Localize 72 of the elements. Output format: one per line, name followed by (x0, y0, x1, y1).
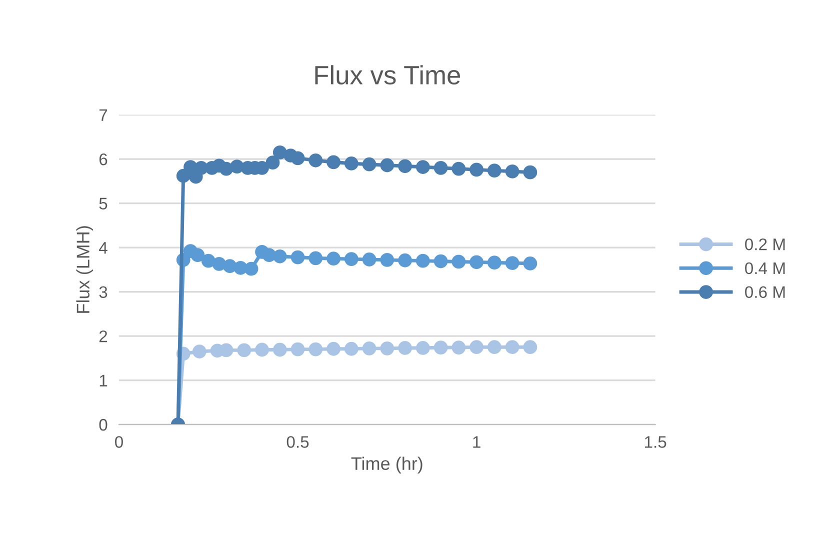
point (452, 254, 466, 269)
point (230, 160, 244, 174)
point (308, 153, 323, 168)
y-tick-label: 5 (99, 198, 108, 210)
point (362, 341, 376, 356)
point (505, 340, 520, 354)
point (523, 256, 538, 270)
point (523, 340, 538, 354)
point (237, 343, 252, 358)
point (487, 256, 502, 270)
point (272, 342, 287, 357)
point (523, 165, 538, 180)
point (326, 155, 340, 170)
point (255, 342, 269, 357)
y-tick-label: 7 (99, 109, 108, 121)
point (380, 158, 394, 172)
y-axis-title: Flux (LMH) (76, 226, 94, 313)
chart-title: Flux vs Time (315, 65, 460, 85)
point (290, 342, 305, 356)
point (212, 256, 226, 271)
x-tick-label: 0 (115, 436, 123, 448)
point (244, 262, 258, 276)
point (290, 250, 305, 264)
point (398, 341, 412, 355)
point (434, 160, 448, 175)
x-tick-label: 0.5 (286, 436, 309, 448)
point (272, 145, 287, 160)
point (326, 342, 340, 356)
point (190, 248, 205, 262)
point (452, 162, 466, 176)
point (487, 340, 502, 354)
x-tick-label: 1 (473, 436, 480, 448)
point (308, 342, 323, 356)
point (266, 156, 280, 170)
point (416, 254, 430, 268)
point (272, 249, 287, 264)
x-axis-title: Time (hr) (351, 456, 422, 474)
point (192, 344, 206, 358)
point (398, 159, 412, 174)
y-tick-label: 0 (99, 418, 108, 431)
point (505, 256, 520, 270)
point (380, 252, 394, 267)
y-tick-label: 6 (99, 153, 108, 166)
point (416, 160, 430, 174)
point (434, 340, 448, 354)
point (290, 151, 305, 166)
y-tick-label: 4 (99, 242, 108, 254)
point (398, 253, 412, 268)
point (505, 164, 520, 178)
point (380, 341, 394, 356)
point (487, 164, 502, 178)
point (326, 252, 340, 266)
point (452, 340, 466, 354)
y-tick-label: 3 (99, 286, 108, 298)
point (344, 156, 358, 170)
point (470, 255, 484, 270)
point (344, 342, 358, 356)
point (201, 254, 216, 268)
y-tick-label: 1 (100, 374, 108, 386)
point (434, 254, 448, 268)
legend-label: 0.4 M (745, 262, 785, 274)
point (470, 340, 484, 354)
point (362, 157, 376, 172)
point (344, 252, 358, 266)
x-tick-label: 1.5 (645, 436, 666, 448)
point (362, 252, 376, 266)
legend-label: 0.6 M (745, 286, 785, 298)
legend-label: 0.2 M (745, 238, 785, 250)
point (308, 251, 323, 266)
point (470, 162, 484, 177)
point (416, 341, 430, 355)
y-tick-label: 2 (99, 330, 108, 342)
